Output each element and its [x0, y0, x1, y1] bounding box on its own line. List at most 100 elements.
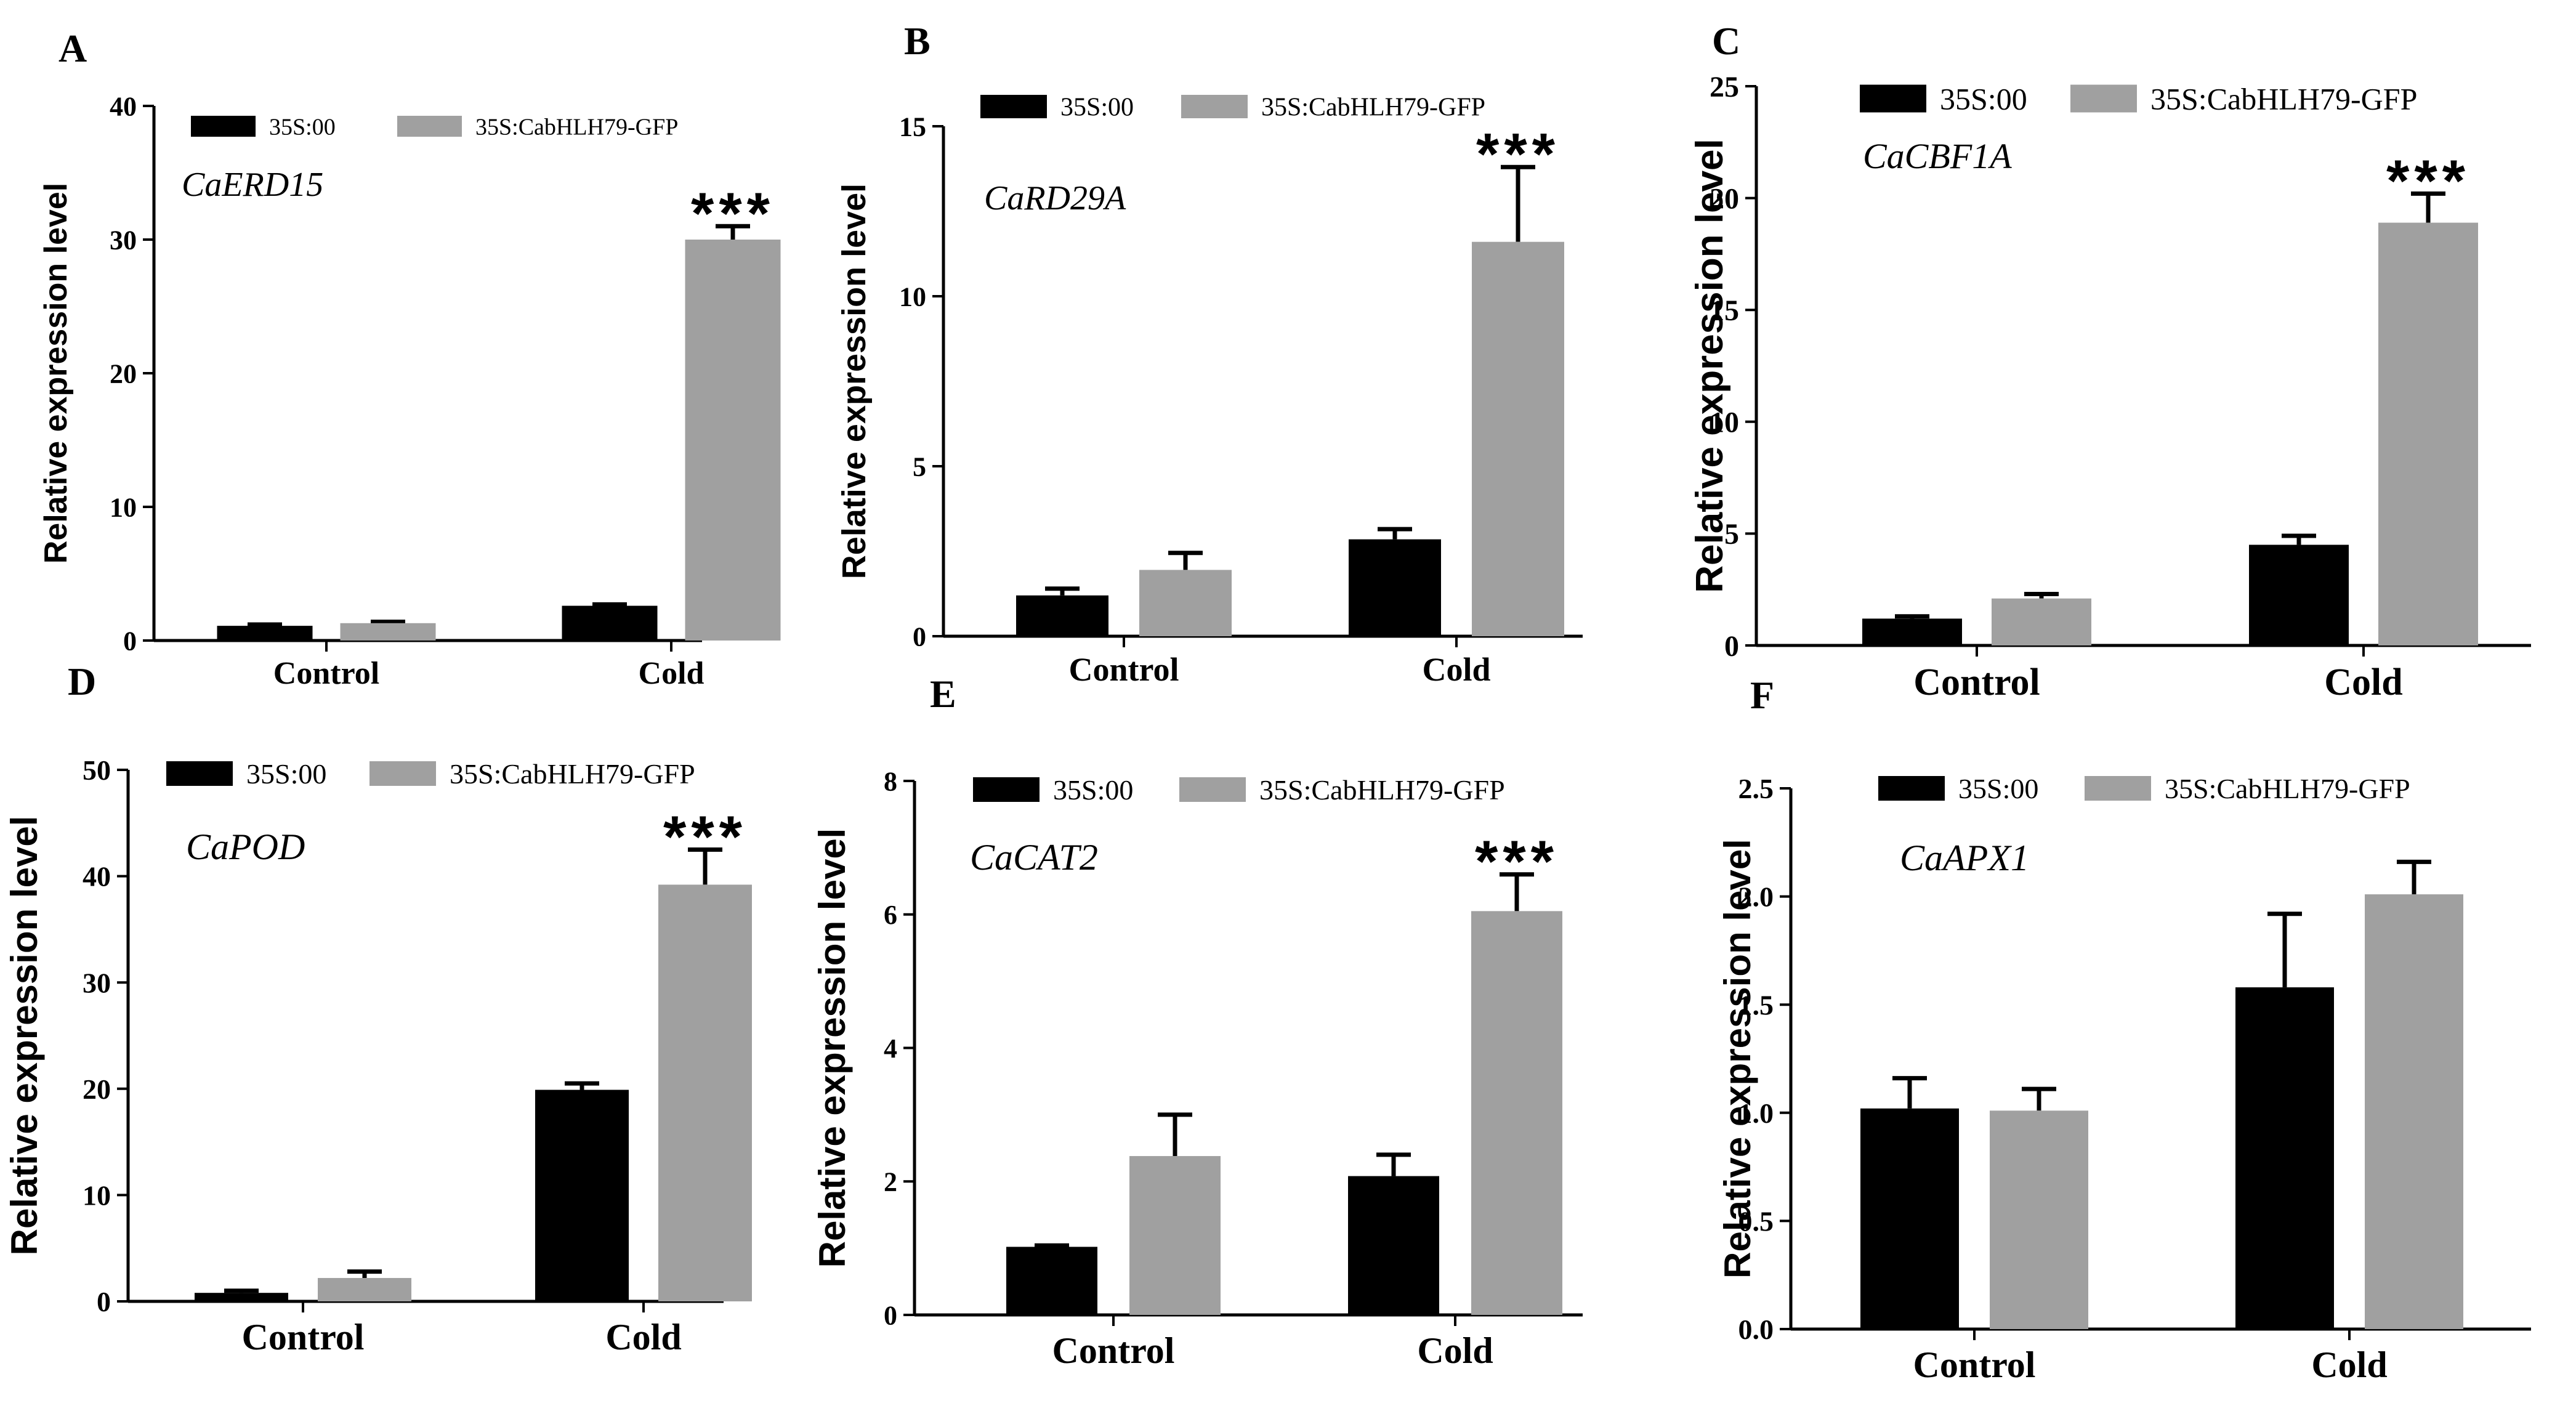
bar-control-vector-control — [195, 1293, 288, 1301]
significance-marker: *** — [663, 804, 747, 870]
y-tick-label: 2 — [884, 1167, 897, 1197]
y-tick-label: 10 — [110, 492, 137, 522]
bar-control-vector-cold — [1348, 1176, 1439, 1315]
y-tick-label: 2.5 — [1738, 773, 1774, 804]
y-tick-label: 40 — [110, 91, 137, 121]
legend-swatch — [191, 116, 256, 137]
y-tick-label: 2.0 — [1738, 881, 1774, 913]
bar-transgenic-control — [340, 623, 436, 641]
y-axis-label: Relative expression level — [4, 816, 45, 1256]
panel-letter: E — [930, 672, 956, 716]
legend-label: 35S:CabHLH79-GFP — [450, 758, 695, 790]
legend-label: 35S:CabHLH79-GFP — [2165, 773, 2410, 804]
x-category-label: Cold — [639, 656, 705, 691]
legend-swatch — [973, 777, 1040, 802]
bar-control-vector-control — [217, 626, 313, 641]
bar-control-vector-cold — [562, 605, 658, 641]
y-tick-label: 20 — [1710, 182, 1739, 215]
legend-swatch — [166, 761, 233, 786]
y-tick-label: 0 — [123, 626, 137, 656]
significance-marker: *** — [691, 180, 775, 246]
bar-control-vector-control — [1016, 595, 1108, 636]
bar-transgenic-cold — [658, 884, 752, 1301]
y-tick-label: 30 — [83, 967, 111, 998]
bar-control-vector-cold — [1349, 539, 1441, 636]
gene-name: CaAPX1 — [1900, 838, 2029, 878]
y-tick-label: 0 — [97, 1286, 111, 1317]
y-tick-label: 0.0 — [1738, 1314, 1774, 1345]
y-tick-label: 0.5 — [1738, 1206, 1774, 1237]
legend-swatch — [369, 761, 436, 786]
y-tick-label: 40 — [83, 861, 111, 892]
y-tick-label: 10 — [83, 1180, 111, 1211]
bar-transgenic-control — [1129, 1156, 1221, 1315]
x-category-label: Control — [1052, 1330, 1175, 1371]
y-tick-label: 30 — [110, 225, 137, 255]
panel-letter: B — [904, 19, 931, 63]
legend-label: 35S:CabHLH79-GFP — [2150, 82, 2417, 116]
bar-control-vector-control — [1860, 1108, 1959, 1329]
y-tick-label: 4 — [884, 1033, 897, 1064]
x-category-label: Cold — [2311, 1344, 2387, 1385]
panel-d: D 0 10 20 30 40 50 Control Cold Relative expressi… — [4, 660, 752, 1357]
y-tick-label: 10 — [899, 281, 926, 312]
panel-c: C 0 5 10 15 20 25 Control Cold Relative expressio… — [1689, 19, 2531, 703]
panel-b: B 0 5 10 15 Control Cold Relative expression le… — [836, 19, 1583, 688]
y-tick-label: 15 — [1710, 294, 1739, 327]
legend-label: 35S:CabHLH79-GFP — [1259, 774, 1505, 806]
y-axis-label: Relative expression level — [38, 183, 74, 564]
legend-swatch — [397, 116, 462, 137]
bar-transgenic-cold — [1471, 911, 1562, 1315]
legend-label: 35S:00 — [246, 758, 326, 790]
x-category-label: Control — [1068, 651, 1179, 688]
bar-transgenic-cold — [1472, 241, 1564, 636]
x-category-label: Control — [242, 1317, 365, 1357]
y-tick-label: 25 — [1710, 71, 1739, 103]
legend-swatch — [1860, 84, 1926, 113]
panel-f: F 0.0 0.5 1.0 1.5 2.0 2.5 Control Cold Relative e… — [1717, 673, 2531, 1385]
legend-label: 35S:CabHLH79-GFP — [475, 114, 678, 140]
y-tick-label: 0 — [913, 621, 926, 652]
gene-name: CaCAT2 — [970, 837, 1098, 878]
legend-swatch — [1878, 776, 1945, 801]
y-axis-label: Relative expression level — [1717, 839, 1758, 1279]
legend-swatch — [2070, 84, 2137, 113]
y-tick-label: 20 — [110, 358, 137, 389]
gene-name: CaPOD — [186, 827, 305, 867]
bar-transgenic-control — [318, 1278, 411, 1301]
panel-letter: F — [1750, 673, 1774, 717]
y-tick-label: 15 — [899, 111, 926, 142]
bar-transgenic-control — [1139, 570, 1232, 636]
x-category-label: Cold — [2324, 661, 2402, 703]
y-tick-label: 50 — [83, 754, 111, 786]
y-tick-label: 20 — [83, 1073, 111, 1105]
gene-name: CaERD15 — [182, 166, 323, 204]
legend-label: 35S:00 — [1060, 94, 1134, 122]
y-tick-label: 6 — [884, 900, 897, 930]
bar-transgenic-cold — [685, 240, 781, 641]
x-category-label: Cold — [1417, 1330, 1493, 1371]
y-axis-label: Relative expression level — [1689, 139, 1731, 593]
y-tick-label: 1.0 — [1738, 1098, 1774, 1129]
y-tick-label: 1.5 — [1738, 989, 1774, 1021]
x-category-label: Control — [273, 656, 379, 691]
bar-transgenic-cold — [2378, 222, 2478, 645]
gene-name: CaCBF1A — [1863, 136, 2012, 176]
legend-label: 35S:00 — [1940, 82, 2027, 116]
legend-label: 35S:00 — [1053, 774, 1133, 806]
y-tick-label: 8 — [884, 766, 897, 796]
bar-control-vector-cold — [2235, 987, 2334, 1329]
x-category-label: Control — [1913, 1344, 2036, 1385]
y-axis-label: Relative expression level — [812, 828, 853, 1268]
x-category-label: Cold — [605, 1317, 681, 1357]
significance-marker: *** — [2386, 148, 2470, 214]
y-tick-label: 10 — [1710, 406, 1739, 439]
bar-transgenic-cold — [2365, 894, 2463, 1329]
x-category-label: Cold — [1422, 651, 1490, 688]
panel-letter: D — [68, 660, 96, 703]
y-tick-label: 5 — [1724, 518, 1739, 551]
legend-swatch — [980, 95, 1047, 118]
significance-marker: *** — [1475, 829, 1559, 895]
significance-marker: *** — [1476, 121, 1560, 187]
